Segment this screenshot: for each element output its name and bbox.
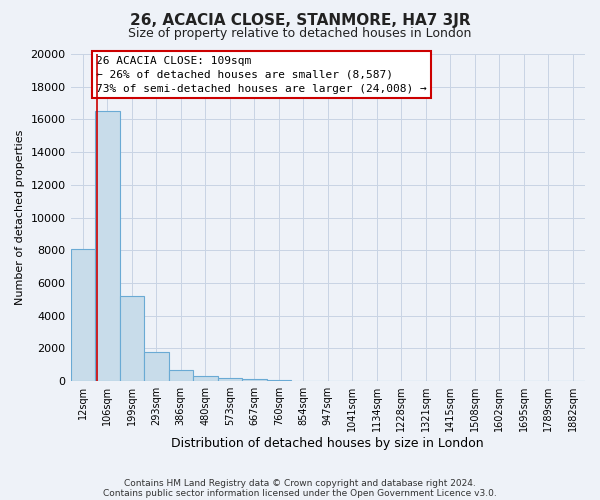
Bar bbox=[218, 378, 242, 381]
Bar bbox=[193, 376, 218, 381]
Bar bbox=[266, 380, 291, 381]
Bar bbox=[119, 296, 144, 381]
Text: Size of property relative to detached houses in London: Size of property relative to detached ho… bbox=[128, 28, 472, 40]
X-axis label: Distribution of detached houses by size in London: Distribution of detached houses by size … bbox=[172, 437, 484, 450]
Bar bbox=[242, 380, 266, 381]
Text: 26, ACACIA CLOSE, STANMORE, HA7 3JR: 26, ACACIA CLOSE, STANMORE, HA7 3JR bbox=[130, 12, 470, 28]
Bar bbox=[169, 370, 193, 381]
Text: Contains public sector information licensed under the Open Government Licence v3: Contains public sector information licen… bbox=[103, 488, 497, 498]
Text: Contains HM Land Registry data © Crown copyright and database right 2024.: Contains HM Land Registry data © Crown c… bbox=[124, 478, 476, 488]
Y-axis label: Number of detached properties: Number of detached properties bbox=[15, 130, 25, 305]
Bar bbox=[95, 111, 119, 381]
Bar bbox=[144, 352, 169, 381]
Bar bbox=[71, 248, 95, 381]
Text: 26 ACACIA CLOSE: 109sqm
← 26% of detached houses are smaller (8,587)
73% of semi: 26 ACACIA CLOSE: 109sqm ← 26% of detache… bbox=[96, 56, 427, 94]
